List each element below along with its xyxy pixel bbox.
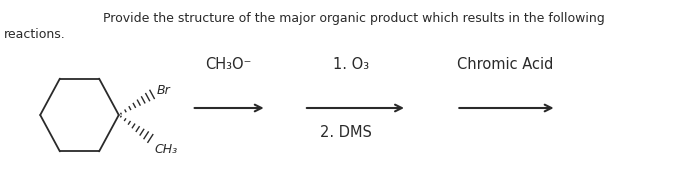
Text: Br: Br xyxy=(157,85,171,97)
Text: Provide the structure of the major organic product which results in the followin: Provide the structure of the major organ… xyxy=(103,12,605,25)
Text: Chromic Acid: Chromic Acid xyxy=(457,57,553,72)
Text: CH₃O⁻: CH₃O⁻ xyxy=(205,57,252,72)
Text: 2. DMS: 2. DMS xyxy=(320,125,372,140)
Text: reactions.: reactions. xyxy=(3,28,66,41)
Text: 1. O₃: 1. O₃ xyxy=(333,57,369,72)
Text: CH₃: CH₃ xyxy=(154,143,178,156)
